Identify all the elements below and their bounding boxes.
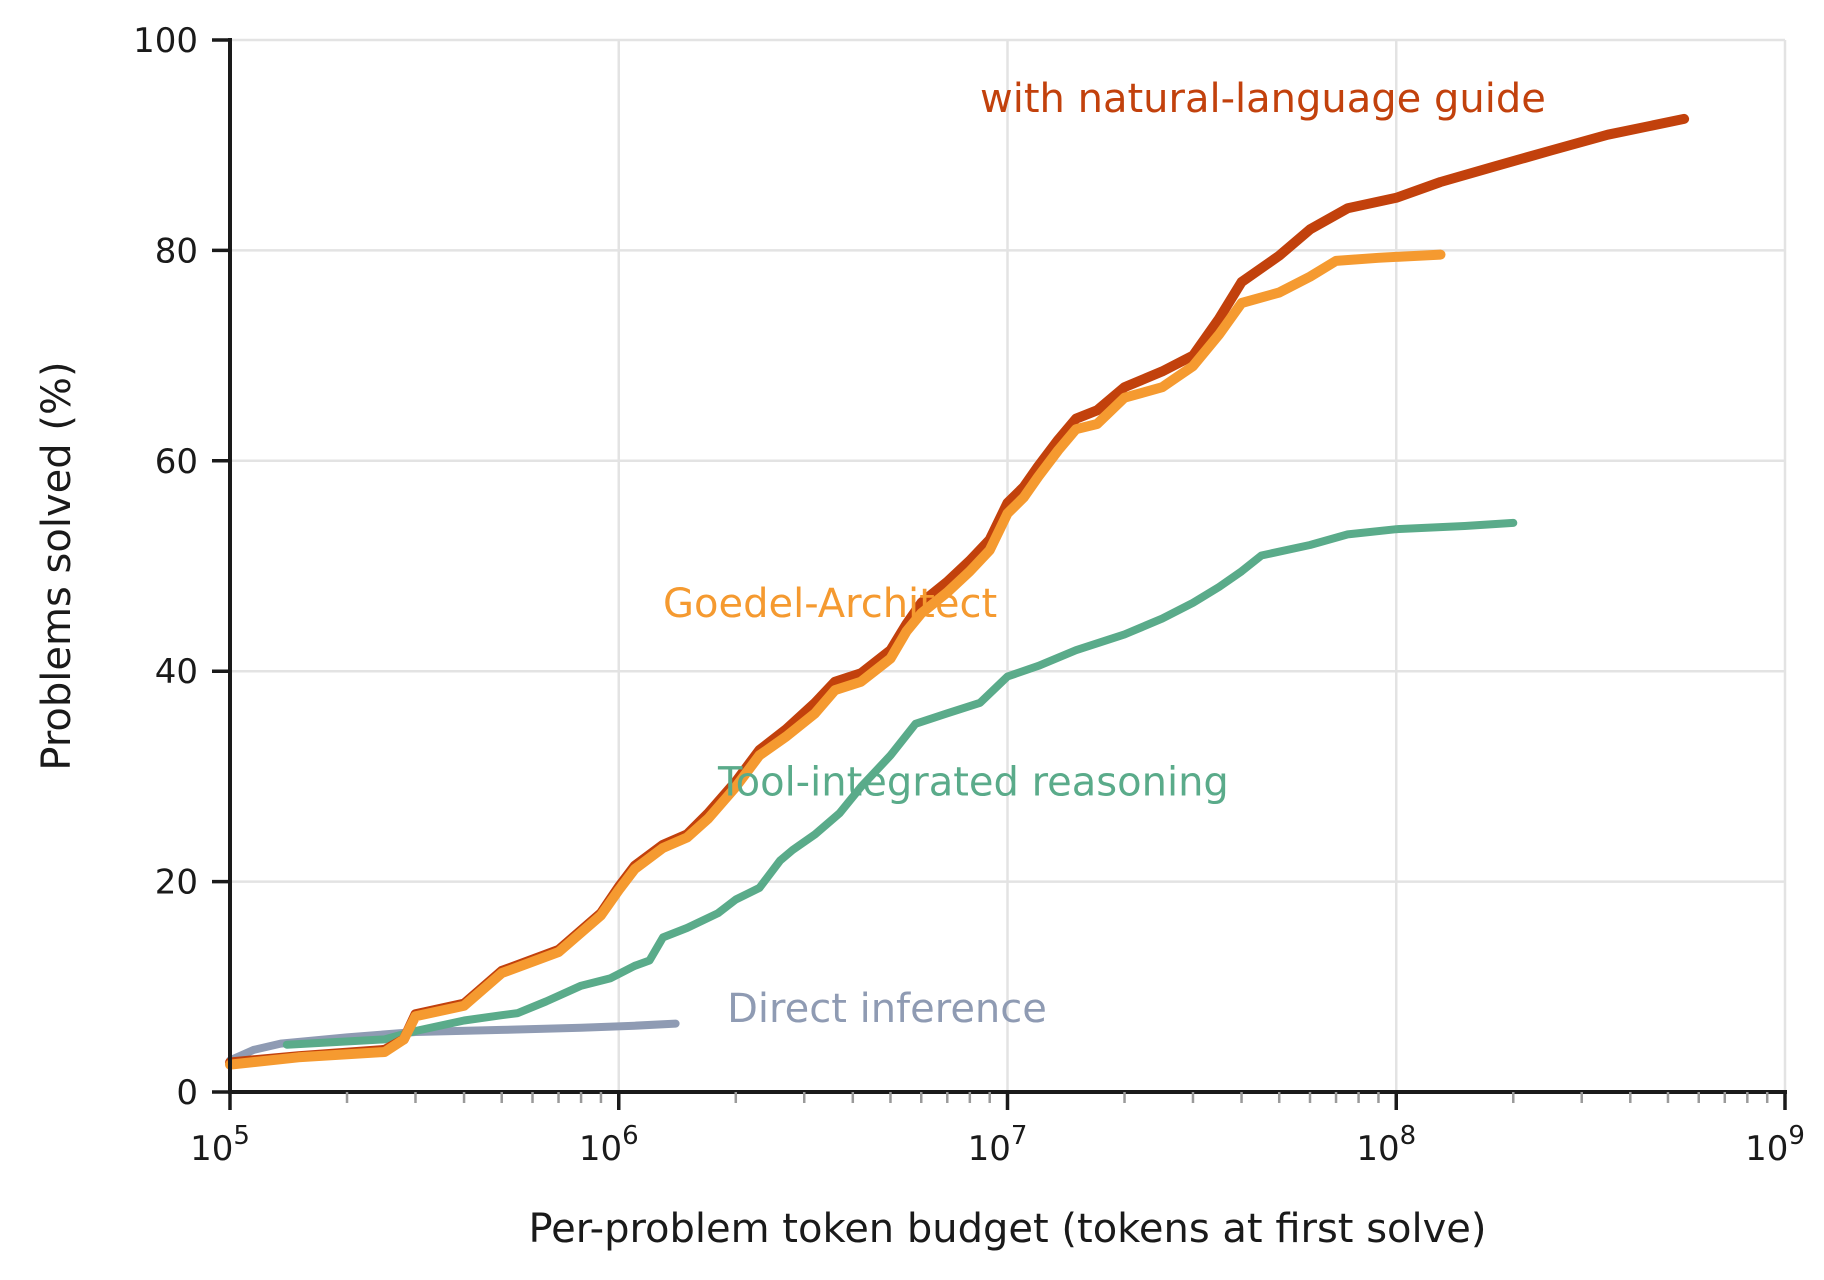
- x-tick-label: 108: [1356, 1121, 1416, 1169]
- y-tick-label: 60: [155, 442, 198, 482]
- y-tick-label: 100: [133, 21, 198, 61]
- x-tick-label: 107: [968, 1121, 1028, 1169]
- y-tick-label: 80: [155, 231, 198, 271]
- series-line-goedel-architect: [225, 249, 1446, 1070]
- series-label-direct-inference: Direct inference: [727, 986, 1047, 1032]
- series-line-tool-integrated-reasoning: [282, 518, 1518, 1049]
- y-tick-label: 40: [155, 652, 198, 692]
- grid-layer: [228, 38, 1787, 1094]
- series-label-with-natural-language-guide: with natural-language guide: [980, 76, 1546, 122]
- x-tick-label: 105: [190, 1121, 250, 1169]
- x-axis-title: Per-problem token budget (tokens at firs…: [528, 1206, 1486, 1252]
- x-tick-label: 109: [1745, 1121, 1805, 1169]
- series-layer: [225, 113, 1690, 1070]
- y-axis-title: Problems solved (%): [34, 361, 80, 770]
- series-label-tool-integrated-reasoning: Tool-integrated reasoning: [717, 760, 1229, 806]
- ticks-layer: [212, 38, 1787, 1110]
- y-tick-label: 0: [176, 1073, 198, 1113]
- y-tick-label: 20: [155, 863, 198, 903]
- x-tick-label: 106: [579, 1121, 639, 1169]
- labels-layer: 0 20 40 60 80 100 105 106 107 108 109 with natural-…: [133, 21, 1805, 1169]
- series-label-goedel-architect: Goedel-Architect: [663, 581, 997, 627]
